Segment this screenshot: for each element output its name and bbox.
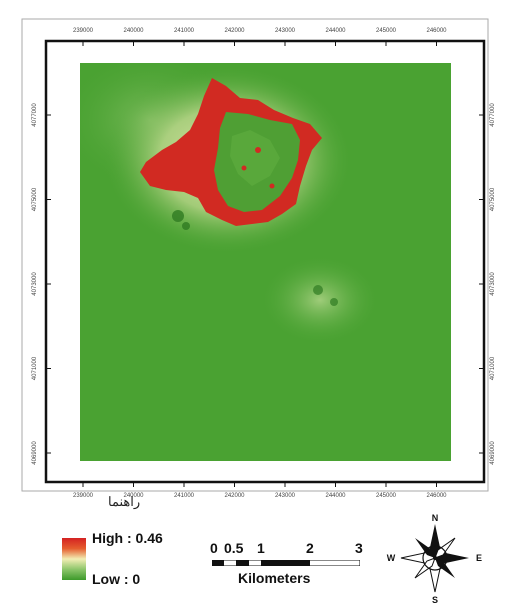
x-axis-ticks: 239000 239000 240000 240000 241000 241000 2420…	[73, 28, 447, 499]
y-tick-label-right: 4077000	[490, 103, 496, 127]
x-tick-label-top: 245000	[376, 28, 397, 34]
compass-rose-icon: N S W E	[387, 513, 482, 604]
x-tick-label-bottom: 244000	[325, 493, 346, 499]
x-tick-label-bottom: 242000	[224, 493, 245, 499]
x-tick-label-top: 239000	[73, 28, 94, 34]
south-label: S	[432, 595, 438, 604]
x-tick-label-top: 246000	[426, 28, 447, 34]
x-tick-label-top: 240000	[123, 28, 144, 34]
x-tick-label-bottom: 245000	[376, 493, 397, 499]
scale-label-3: 3	[355, 540, 363, 556]
scale-unit: Kilometers	[238, 570, 311, 586]
scale-label-0-5: 0.5	[224, 540, 244, 556]
y-tick-label-left: 4075000	[32, 187, 38, 211]
north-label: N	[432, 513, 439, 523]
scale-label-2: 2	[306, 540, 314, 556]
secondary-zone	[260, 255, 380, 345]
outer-neatline	[21, 18, 489, 492]
legend-low-label: Low : 0	[92, 571, 141, 587]
map-frame: 239000 239000 240000 240000 241000 241000 2420…	[21, 18, 496, 499]
x-tick-label-bottom: 241000	[174, 493, 195, 499]
scale-bar	[212, 560, 360, 566]
x-tick-label-bottom: 239000	[73, 493, 94, 499]
x-tick-label-top: 244000	[325, 28, 346, 34]
y-tick-label-left: 4069000	[32, 441, 38, 465]
x-tick-label-bottom: 240000	[123, 493, 144, 499]
x-tick-label-bottom: 246000	[426, 493, 447, 499]
y-tick-label-right: 4071000	[490, 356, 496, 380]
y-tick-label-left: 4073000	[32, 272, 38, 296]
y-axis-ticks: 4077000 4077000 4075000 4075000 4073000 40730…	[32, 103, 496, 465]
x-tick-label-bottom: 243000	[275, 493, 296, 499]
susceptibility-raster	[80, 63, 451, 461]
east-label: E	[476, 553, 482, 563]
y-tick-label-right: 4075000	[490, 187, 496, 211]
scale-label-0: 0	[210, 540, 218, 556]
y-tick-label-right: 4069000	[490, 441, 496, 465]
legend-high-label: High : 0.46	[92, 530, 163, 546]
scale-label-1: 1	[257, 540, 265, 556]
x-tick-label-top: 241000	[174, 28, 195, 34]
legend-color-ramp	[62, 538, 86, 580]
x-tick-label-top: 242000	[224, 28, 245, 34]
y-tick-label-left: 4071000	[32, 356, 38, 380]
y-tick-label-right: 4073000	[490, 272, 496, 296]
legend-title: راهنما	[108, 494, 141, 509]
y-tick-label-left: 4077000	[32, 103, 38, 127]
west-label: W	[387, 553, 396, 563]
x-tick-label-top: 243000	[275, 28, 296, 34]
